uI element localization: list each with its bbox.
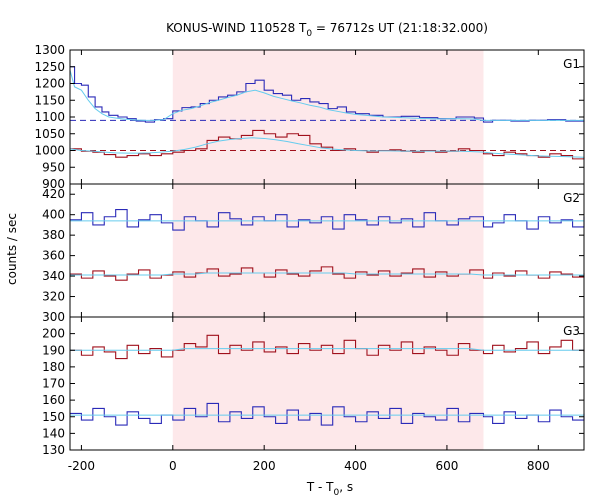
series-red-fit — [69, 137, 585, 158]
x-tick-label: -200 — [68, 459, 95, 473]
series-blue-histogram — [70, 66, 585, 123]
highlight-region — [172, 50, 484, 184]
panels-group: 9009501000105011001150120012501300G13003… — [34, 43, 585, 457]
chart-title-rest: = 76712s UT (21:18:32.000) — [312, 21, 488, 35]
y-tick-label: 1150 — [34, 93, 65, 107]
y-tick-label: 900 — [42, 177, 65, 191]
y-tick-label: 1050 — [34, 127, 65, 141]
x-tick-label: 400 — [344, 459, 367, 473]
chart-title: KONUS-WIND 110528 T0 = 76712s UT (21:18:… — [166, 21, 488, 39]
series-blue-fit — [69, 69, 584, 121]
y-tick-label: 1000 — [34, 144, 65, 158]
series-red-histogram — [70, 334, 585, 360]
series-red-histogram — [70, 129, 585, 160]
x-tick-label: 200 — [253, 459, 276, 473]
highlight-region — [172, 317, 484, 450]
panel-g2: 300 320 340 360 380 400 420 G2 — [42, 183, 585, 324]
series-red-fit — [70, 272, 584, 276]
series-red-histogram — [70, 266, 585, 281]
y-tick-label: 150 — [42, 410, 65, 424]
x-tick-label: 800 — [527, 459, 550, 473]
chart-title-subscript: 0 — [306, 29, 312, 39]
y-tick-label: 1250 — [34, 60, 65, 74]
y-tick-label: 190 — [42, 343, 65, 357]
y-tick-label: 950 — [42, 160, 65, 174]
series-blue-histogram — [70, 209, 585, 231]
x-axis: -200 0 200 400 600 800 — [68, 459, 550, 473]
y-tick-label: 300 — [42, 310, 65, 324]
chart-title-main: KONUS-WIND 110528 T — [166, 21, 307, 35]
y-tick-label: 160 — [42, 393, 65, 407]
y-tick-label: 1300 — [34, 43, 65, 57]
y-tick-label: 420 — [42, 187, 65, 201]
y-tick-label: 340 — [42, 269, 65, 283]
x-tick-label: 600 — [435, 459, 458, 473]
panel-label: G1 — [563, 57, 580, 71]
highlight-region — [172, 184, 484, 317]
y-tick-label: 400 — [42, 208, 65, 222]
x-axis-label: T - T0, s — [306, 480, 353, 498]
y-tick-label: 140 — [42, 426, 65, 440]
y-tick-label: 320 — [42, 290, 65, 304]
x-axis-label-main: T - T — [306, 480, 334, 494]
y-tick-label: 170 — [42, 377, 65, 391]
y-tick-label: 200 — [42, 327, 65, 341]
y-tick-label: 1100 — [34, 110, 65, 124]
series-blue-histogram — [70, 402, 585, 426]
panel-g3: 130 140 150 160 170 180 190 200 G3 — [42, 316, 585, 457]
panel-label: G3 — [563, 324, 580, 338]
y-tick-label: 180 — [42, 360, 65, 374]
series-red-fit — [70, 348, 584, 351]
y-tick-label: 1200 — [34, 77, 65, 91]
x-axis-label-rest: , s — [339, 480, 353, 494]
x-tick-label: 0 — [169, 459, 177, 473]
panel-label: G2 — [563, 191, 580, 205]
y-tick-label: 130 — [42, 443, 65, 457]
panel-g1: 900 950 1000 1050 1100 1150 1200 1250 1300 G1 — [34, 43, 585, 191]
y-axis-label: counts / sec — [5, 213, 19, 285]
x-axis-label-subscript: 0 — [334, 488, 340, 498]
y-tick-label: 360 — [42, 249, 65, 263]
y-tick-label: 380 — [42, 228, 65, 242]
